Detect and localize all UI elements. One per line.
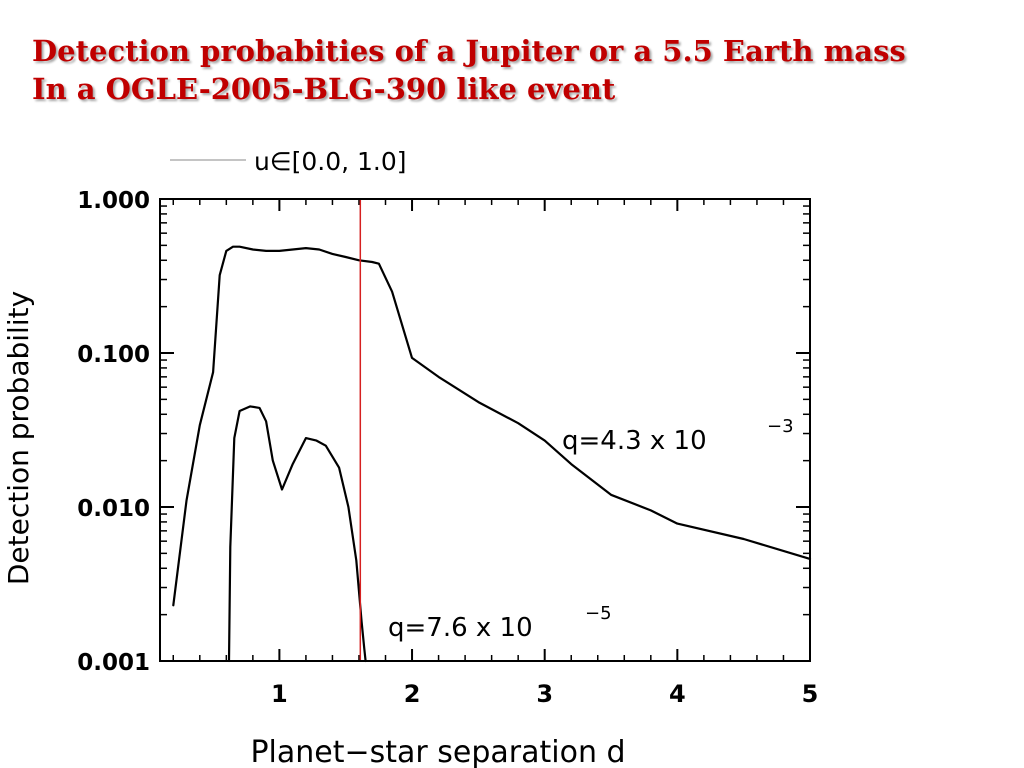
chart-series xyxy=(172,245,812,663)
plot-frame xyxy=(159,198,811,662)
series-line-earth xyxy=(227,405,367,663)
series-label-earth: q=7.6 x 10 −5 xyxy=(388,603,612,643)
series-label-jupiter: q=4.3 x 10 −3 xyxy=(562,416,794,456)
legend-label: u∈[0.0, 1.0] xyxy=(254,147,407,176)
series-label-jupiter-main: q=4.3 x 10 xyxy=(562,426,707,456)
x-tick-label: 3 xyxy=(536,680,553,708)
x-tick-label: 1 xyxy=(271,680,288,708)
x-axis-label: Planet−star separation d xyxy=(250,735,625,768)
series-line-jupiter xyxy=(172,245,812,607)
series-label-earth-exponent: −5 xyxy=(585,603,612,624)
series-label-earth-main: q=7.6 x 10 xyxy=(388,613,533,643)
y-tick-label: 0.100 xyxy=(77,342,150,368)
x-tick-label: 2 xyxy=(404,680,421,708)
y-axis-label: Detection probability xyxy=(2,291,35,585)
y-tick-label: 0.001 xyxy=(77,650,150,676)
slide-title-line-1: Detection probabities of a Jupiter or a … xyxy=(32,34,906,68)
x-tick-label: 5 xyxy=(802,680,819,708)
x-tick-labels: 1 2 3 4 5 xyxy=(271,680,818,708)
axis-ticks xyxy=(160,198,811,662)
chart-legend: u∈[0.0, 1.0] xyxy=(170,147,407,176)
slide-title-line-2: In a OGLE-2005-BLG-390 like event xyxy=(32,72,616,106)
slide-title: Detection probabities of a Jupiter or a … xyxy=(32,32,1012,108)
y-tick-label: 1.000 xyxy=(77,188,150,214)
x-tick-label: 4 xyxy=(669,680,686,708)
y-tick-labels: 0.001 0.010 0.100 1.000 xyxy=(77,188,150,676)
y-tick-label: 0.010 xyxy=(77,496,150,522)
series-label-jupiter-exponent: −3 xyxy=(767,416,794,437)
